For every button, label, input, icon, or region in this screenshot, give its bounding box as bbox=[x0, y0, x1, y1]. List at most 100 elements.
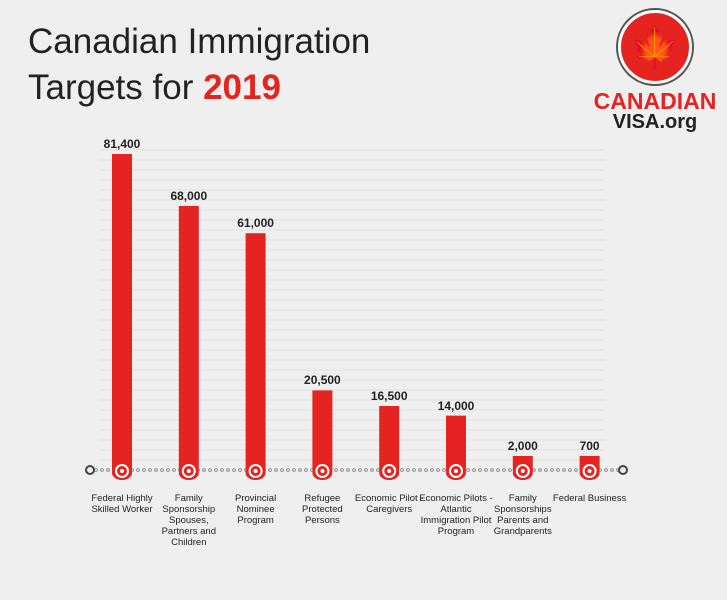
axis-dot bbox=[214, 468, 218, 472]
category-label: Federal Business bbox=[552, 493, 627, 504]
axis-dot bbox=[286, 468, 290, 472]
axis-dot bbox=[478, 468, 482, 472]
target-marker bbox=[315, 464, 330, 478]
axis-dot bbox=[208, 468, 212, 472]
target-marker bbox=[115, 464, 129, 478]
axis-dot bbox=[508, 468, 512, 472]
axis-dot bbox=[574, 468, 578, 472]
data-label: 81,400 bbox=[103, 137, 141, 151]
maple-leaf-icon: 🍁 bbox=[618, 10, 692, 84]
category-label: Provincial Nominee Program bbox=[235, 493, 277, 526]
axis-dot bbox=[562, 468, 566, 472]
axis-dot bbox=[268, 468, 272, 472]
bar bbox=[312, 390, 333, 480]
axis-dot bbox=[376, 468, 380, 472]
axis-dot bbox=[442, 468, 446, 472]
axis-dot bbox=[550, 468, 554, 472]
axis-dot bbox=[436, 468, 440, 472]
axis-dot bbox=[466, 468, 470, 472]
title-prefix: Targets for bbox=[28, 68, 194, 107]
axis-dot bbox=[202, 468, 206, 472]
data-label: 2,000 bbox=[507, 439, 538, 453]
data-label: 16,500 bbox=[370, 388, 408, 403]
data-label: 61,000 bbox=[237, 216, 274, 231]
target-marker-center bbox=[320, 469, 325, 473]
axis-dot bbox=[232, 468, 236, 472]
category-label: Family Sponsorships Parents and Grandpar… bbox=[493, 493, 552, 537]
axis-dot bbox=[94, 468, 98, 472]
axis-dot bbox=[298, 468, 302, 472]
chart-title-line1: Canadian Immigration bbox=[28, 22, 371, 61]
axis-dot bbox=[334, 468, 338, 472]
category-label: Economic Pilots -Atlantic Immigration Pi… bbox=[419, 493, 493, 537]
bar bbox=[446, 415, 466, 480]
logo: 🍁 CANADIAN VISA.org bbox=[590, 10, 720, 132]
axis-dot bbox=[472, 468, 476, 472]
target-marker bbox=[248, 464, 263, 478]
axis-dot bbox=[238, 468, 242, 472]
axis-dot bbox=[148, 468, 152, 472]
category-label: Refugee Protected Persons bbox=[302, 493, 343, 526]
bar bbox=[112, 154, 132, 480]
axis-dot bbox=[370, 468, 374, 472]
axis-dot bbox=[568, 468, 572, 472]
axis-dot bbox=[484, 468, 488, 472]
axis-dot bbox=[556, 468, 560, 472]
axis-dot bbox=[496, 468, 500, 472]
data-label: 700 bbox=[579, 439, 600, 453]
chart-title-line2: Targets for 2019 bbox=[28, 68, 281, 108]
target-marker-center bbox=[520, 469, 525, 473]
target-marker-center bbox=[120, 469, 124, 473]
title-year: 2019 bbox=[203, 68, 281, 107]
target-marker-center bbox=[387, 469, 392, 473]
axis-dot bbox=[406, 468, 410, 472]
axis-dot bbox=[364, 468, 368, 472]
axis-dot bbox=[166, 468, 170, 472]
target-marker bbox=[515, 464, 530, 478]
target-marker-center bbox=[186, 469, 191, 473]
category-label: Federal Highly Skilled Worker bbox=[91, 493, 153, 515]
axis-dot bbox=[418, 468, 422, 472]
category-label: Family Sponsorship Spouses, Partners and… bbox=[161, 493, 216, 548]
bar bbox=[245, 233, 266, 480]
axis-dot bbox=[604, 468, 608, 472]
target-marker bbox=[449, 464, 463, 478]
target-marker bbox=[181, 464, 196, 478]
axis-dot bbox=[424, 468, 428, 472]
axis-dot bbox=[610, 468, 614, 472]
axis-dot bbox=[274, 468, 278, 472]
axis-dot bbox=[400, 468, 404, 472]
logo-line1: CANADIAN bbox=[593, 88, 717, 114]
bar bbox=[379, 405, 400, 480]
axis-dot bbox=[532, 468, 536, 472]
target-marker-center bbox=[454, 469, 458, 473]
axis-dot bbox=[172, 468, 176, 472]
category-label: Economic Pilot - Caregivers bbox=[354, 493, 424, 515]
target-marker bbox=[582, 464, 597, 478]
axis-dot bbox=[340, 468, 344, 472]
axis-dot bbox=[136, 468, 140, 472]
logo-line2: VISA.org bbox=[612, 111, 698, 133]
axis-dot bbox=[292, 468, 296, 472]
axis-dot bbox=[502, 468, 506, 472]
axis-dot bbox=[226, 468, 230, 472]
axis-dot bbox=[346, 468, 350, 472]
data-label: 68,000 bbox=[170, 189, 208, 204]
axis-start-marker bbox=[85, 465, 95, 475]
axis-dot bbox=[100, 468, 104, 472]
axis-dot bbox=[160, 468, 164, 472]
bar bbox=[178, 206, 199, 480]
target-marker-center bbox=[587, 469, 592, 473]
data-label: 14,000 bbox=[437, 398, 475, 413]
axis-dot bbox=[106, 468, 110, 472]
axis-dot bbox=[538, 468, 542, 472]
axis-dot bbox=[154, 468, 158, 472]
axis-dot bbox=[304, 468, 308, 472]
axis-dot bbox=[544, 468, 548, 472]
axis-dot bbox=[142, 468, 146, 472]
target-marker-center bbox=[253, 469, 258, 473]
axis-dot bbox=[280, 468, 284, 472]
data-label: 20,500 bbox=[304, 373, 341, 388]
